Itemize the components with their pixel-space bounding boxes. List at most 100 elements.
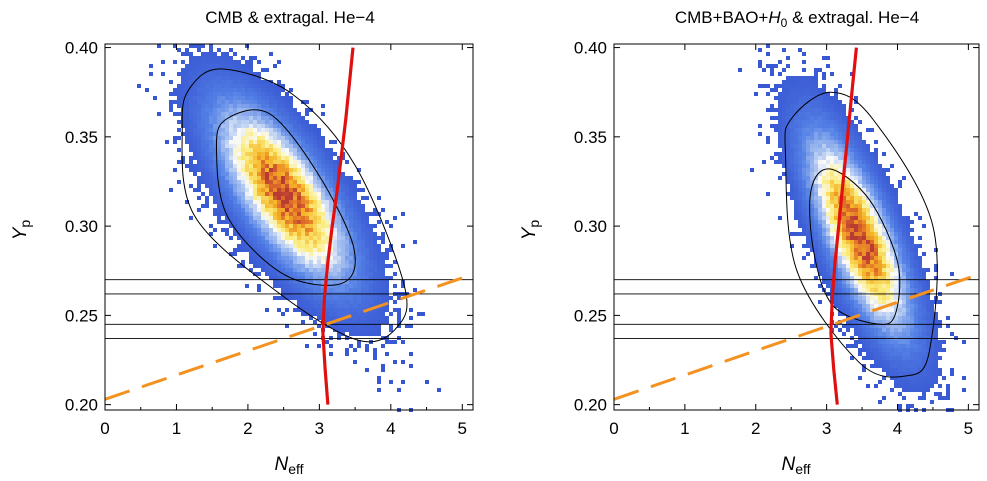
heatmap-cell [898, 240, 902, 244]
heatmap-cell [806, 184, 810, 188]
heatmap-cell [349, 220, 353, 224]
y-tick-label: 0.20 [65, 396, 98, 415]
heatmap-cell [838, 144, 842, 148]
heatmap-cell [229, 128, 233, 132]
heatmap-cell [353, 268, 357, 272]
heatmap-cell [866, 220, 870, 224]
heatmap-cell [938, 372, 942, 376]
heatmap-cell [810, 88, 814, 92]
heatmap-cell [281, 152, 285, 156]
heatmap-cell [277, 160, 281, 164]
heatmap-cell [814, 152, 818, 156]
heatmap-cell [918, 296, 922, 300]
heatmap-cell [381, 296, 385, 300]
heatmap-cell [277, 296, 281, 300]
heatmap-cell [822, 252, 826, 256]
heatmap-cell [822, 196, 826, 200]
heatmap-cell [273, 112, 277, 116]
heatmap-cell [786, 148, 790, 152]
heatmap-cell [866, 252, 870, 256]
heatmap-cell [273, 276, 277, 280]
heatmap-cell [838, 160, 842, 164]
heatmap-cell [293, 208, 297, 212]
heatmap-cell [842, 128, 846, 132]
heatmap-cell [345, 300, 349, 304]
heatmap-cell [826, 140, 830, 144]
heatmap-cell [249, 60, 253, 64]
heatmap-cell [830, 144, 834, 148]
heatmap-cell [886, 176, 890, 180]
heatmap-cell [866, 348, 870, 352]
heatmap-cell [838, 304, 842, 308]
heatmap-cell [866, 284, 870, 288]
x-tick-label: 5 [964, 419, 973, 438]
left-x-axis-label: Neff [274, 454, 303, 477]
heatmap-cell [253, 224, 257, 228]
heatmap-cell [918, 384, 922, 388]
heatmap-cell [818, 160, 822, 164]
heatmap-cell [806, 148, 810, 152]
heatmap-cell [289, 264, 293, 268]
heatmap-cell [301, 184, 305, 188]
heatmap-cell [209, 192, 213, 196]
heatmap-cell [309, 156, 313, 160]
heatmap-cell [850, 176, 854, 180]
heatmap-cell [257, 220, 261, 224]
heatmap-cell [301, 116, 305, 120]
heatmap-cell [834, 128, 838, 132]
heatmap-cell [826, 124, 830, 128]
heatmap-cell [882, 168, 886, 172]
heatmap-cell [846, 192, 850, 196]
heatmap-cell [886, 324, 890, 328]
heatmap-cell [301, 272, 305, 276]
heatmap-cell [874, 168, 878, 172]
heatmap-cell [842, 224, 846, 228]
heatmap-cell [269, 176, 273, 180]
heatmap-cell [313, 300, 317, 304]
heatmap-cell [289, 104, 293, 108]
heatmap-cell [866, 288, 870, 292]
heatmap-cell [217, 144, 221, 148]
heatmap-cell [882, 264, 886, 268]
heatmap-cell [910, 268, 914, 272]
heatmap-cell [193, 64, 197, 68]
heatmap-cell [209, 88, 213, 92]
heatmap-cell [762, 160, 766, 164]
heatmap-cell [934, 344, 938, 348]
heatmap-cell [850, 140, 854, 144]
heatmap-cell [193, 60, 197, 64]
heatmap-cell [229, 164, 233, 168]
heatmap-cell [193, 128, 197, 132]
heatmap-cell [205, 176, 209, 180]
heatmap-cell [930, 324, 934, 328]
heatmap-cell [778, 216, 782, 220]
heatmap-cell [894, 220, 898, 224]
heatmap-cell [882, 232, 886, 236]
heatmap-cell [838, 236, 842, 240]
heatmap-cell [894, 376, 898, 380]
heatmap-cell [758, 48, 762, 52]
heatmap-cell [826, 208, 830, 212]
heatmap-cell [197, 120, 201, 124]
heatmap-cell [217, 64, 221, 68]
heatmap-cell [257, 272, 261, 276]
heatmap-cell [810, 216, 814, 220]
heatmap-cell [870, 188, 874, 192]
heatmap-cell [902, 240, 906, 244]
heatmap-cell [281, 192, 285, 196]
heatmap-cell [890, 256, 894, 260]
heatmap-cell [285, 296, 289, 300]
y-tick-label: 0.25 [65, 306, 98, 325]
heatmap-cell [357, 220, 361, 224]
heatmap-cell [882, 320, 886, 324]
heatmap-cell [301, 244, 305, 248]
heatmap-cell [898, 220, 902, 224]
heatmap-cell [922, 224, 926, 228]
heatmap-cell [305, 232, 309, 236]
heatmap-cell [898, 384, 902, 388]
heatmap-cell [357, 304, 361, 308]
heatmap-cell [854, 304, 858, 308]
heatmap-cell [389, 296, 393, 300]
heatmap-cell [201, 108, 205, 112]
heatmap-cell [233, 88, 237, 92]
